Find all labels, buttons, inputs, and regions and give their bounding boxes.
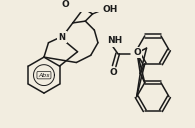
Text: O: O — [109, 68, 117, 77]
Text: Abs: Abs — [38, 73, 50, 78]
Text: O: O — [62, 0, 69, 9]
Text: N: N — [58, 33, 66, 42]
Text: O: O — [134, 48, 142, 57]
Text: OH: OH — [103, 5, 118, 14]
Text: NH: NH — [107, 36, 122, 45]
